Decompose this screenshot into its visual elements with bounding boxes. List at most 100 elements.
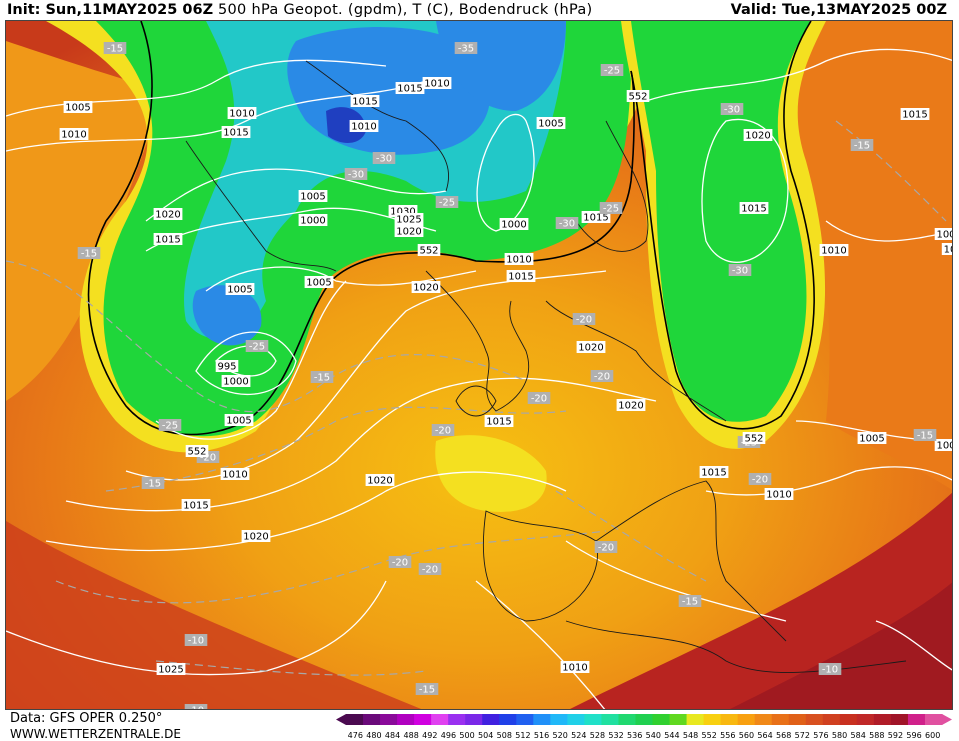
pressure-label-bg bbox=[941, 243, 952, 255]
temperature-label: -20 bbox=[200, 453, 216, 464]
geopotential-label-layer: 552 552 552 552 bbox=[185, 90, 766, 458]
color-scale-tick: 540 bbox=[646, 731, 661, 740]
southeast-hot-band bbox=[729, 582, 952, 709]
geopotential-label: 552 bbox=[628, 92, 647, 103]
temperature-label-bg bbox=[435, 196, 459, 208]
pressure-label: 1020 bbox=[413, 283, 438, 294]
temperature-label-bg bbox=[599, 202, 623, 214]
color-scale-swatch bbox=[669, 714, 688, 725]
color-scale-swatch bbox=[703, 714, 722, 725]
color-scale-tick: 480 bbox=[366, 731, 381, 740]
pressure-label: 1015 bbox=[155, 235, 180, 246]
pressure-label-bg bbox=[616, 399, 646, 411]
pressure-label-bg bbox=[857, 432, 887, 444]
color-scale-left-arrow bbox=[336, 714, 346, 725]
pressure-label: 1010 bbox=[229, 109, 254, 120]
color-scale-swatch bbox=[686, 714, 705, 725]
color-scale-tick: 552 bbox=[702, 731, 717, 740]
color-scale-swatch bbox=[652, 714, 671, 725]
pressure-label-bg bbox=[499, 218, 529, 230]
color-scale-tick: 576 bbox=[813, 731, 828, 740]
geopotential-552-contour-west bbox=[87, 21, 635, 436]
pressure-label-bg bbox=[365, 474, 395, 486]
temperature-label-layer: -15 -35 -25 -30 -30 -30 -25 -30 -25 -15 -30 -25 -20 -… bbox=[77, 42, 937, 709]
color-scale-swatch bbox=[805, 714, 824, 725]
temperature-label-bg bbox=[590, 370, 614, 382]
pressure-label: 1010 bbox=[61, 130, 86, 141]
pressure-label: 1015 bbox=[352, 97, 377, 108]
color-scale: 476 480 484 488 492 496 500 504 508 512 516 520 524 5… bbox=[336, 714, 952, 740]
pressure-label: 1005 bbox=[306, 278, 331, 289]
isotherms bbox=[6, 120, 947, 676]
temperature-label: -25 bbox=[604, 66, 620, 77]
color-scale-tick: 588 bbox=[869, 731, 884, 740]
website-link[interactable]: WWW.WETTERZENTRALE.DE bbox=[10, 727, 181, 741]
pressure-label: 1025 bbox=[158, 665, 183, 676]
color-scale-tick: 492 bbox=[422, 731, 437, 740]
color-scale-swatch bbox=[720, 714, 739, 725]
pressure-label: 1015 bbox=[701, 468, 726, 479]
valid-time: Valid: Tue,13MAY2025 00Z bbox=[730, 2, 947, 18]
geopotential-label-bg bbox=[417, 244, 441, 256]
temperature-label-bg bbox=[344, 168, 368, 180]
color-scale-swatch bbox=[448, 714, 466, 725]
pressure-label: 1010 bbox=[222, 470, 247, 481]
pressure-label: 1020 bbox=[745, 131, 770, 142]
color-scale-swatch bbox=[482, 714, 500, 725]
color-scale-swatch bbox=[380, 714, 398, 725]
geopotential-552-contour-east bbox=[630, 21, 815, 430]
map-title: 500 hPa Geopot. (gpdm), T (C), Bodendruc… bbox=[218, 2, 593, 18]
temperature-label: -20 bbox=[531, 394, 547, 405]
map-header: Init: Sun,11MAY2025 06Z 500 hPa Geopot. … bbox=[0, 0, 959, 20]
weather-map[interactable]: 1005 1010 1010 1015 1015 1010 1015 1010 1005 1020… bbox=[5, 20, 953, 710]
yellow-bubble-biscay bbox=[435, 435, 547, 512]
temperature-label: -20 bbox=[392, 558, 408, 569]
temperature-label-bg bbox=[600, 64, 624, 76]
pressure-label: 1020 bbox=[618, 401, 643, 412]
pressure-label-bg bbox=[576, 341, 606, 353]
pressure-label-bg bbox=[227, 107, 257, 119]
color-scale-tick: 512 bbox=[515, 731, 530, 740]
pressure-label-bg bbox=[934, 228, 952, 240]
pressure-label: 1015 bbox=[508, 272, 533, 283]
pressure-label: 1020 bbox=[243, 532, 268, 543]
blue-core-west bbox=[192, 285, 262, 346]
geopotential-label-bg bbox=[185, 445, 209, 457]
temperature-label-bg bbox=[720, 103, 744, 115]
pressure-label-bg bbox=[504, 253, 534, 265]
pressure-label: 1000 bbox=[501, 220, 526, 231]
geopotential-label: 552 bbox=[187, 447, 206, 458]
pressure-label-bg bbox=[764, 488, 794, 500]
pressure-label: 1030 bbox=[390, 207, 415, 218]
color-scale-swatch bbox=[839, 714, 858, 725]
pressure-label: 1010 bbox=[562, 663, 587, 674]
pressure-label: 100 bbox=[936, 230, 953, 241]
temperature-label-bg bbox=[527, 392, 551, 404]
temperature-label: -30 bbox=[559, 219, 575, 230]
color-scale-tick: 580 bbox=[832, 731, 847, 740]
color-scale-right-arrow bbox=[942, 714, 952, 725]
geopotential-label-bg bbox=[742, 432, 766, 444]
pressure-label: 1015 bbox=[397, 84, 422, 95]
temperature-label-bg bbox=[77, 247, 101, 259]
color-scale-swatch bbox=[516, 714, 534, 725]
temperature-label-bg bbox=[728, 264, 752, 276]
pressure-label-bg bbox=[221, 126, 251, 138]
color-scale-tick: 556 bbox=[720, 731, 735, 740]
pressure-label-bg bbox=[181, 499, 211, 511]
color-scale-swatch bbox=[499, 714, 517, 725]
pressure-label-bg bbox=[411, 281, 441, 293]
color-scale-swatch bbox=[465, 714, 483, 725]
color-scale-tick: 564 bbox=[757, 731, 772, 740]
temperature-label: -15 bbox=[682, 597, 698, 608]
pressure-label: 100 bbox=[936, 441, 953, 452]
temperature-label-bg bbox=[415, 683, 439, 695]
temperature-label: -30 bbox=[724, 105, 740, 116]
northeast-orange bbox=[766, 21, 952, 490]
temperature-label-bg bbox=[572, 313, 596, 325]
temperature-label-bg bbox=[310, 371, 334, 383]
color-scale-swatch bbox=[754, 714, 773, 725]
temperature-label-bg bbox=[748, 473, 772, 485]
